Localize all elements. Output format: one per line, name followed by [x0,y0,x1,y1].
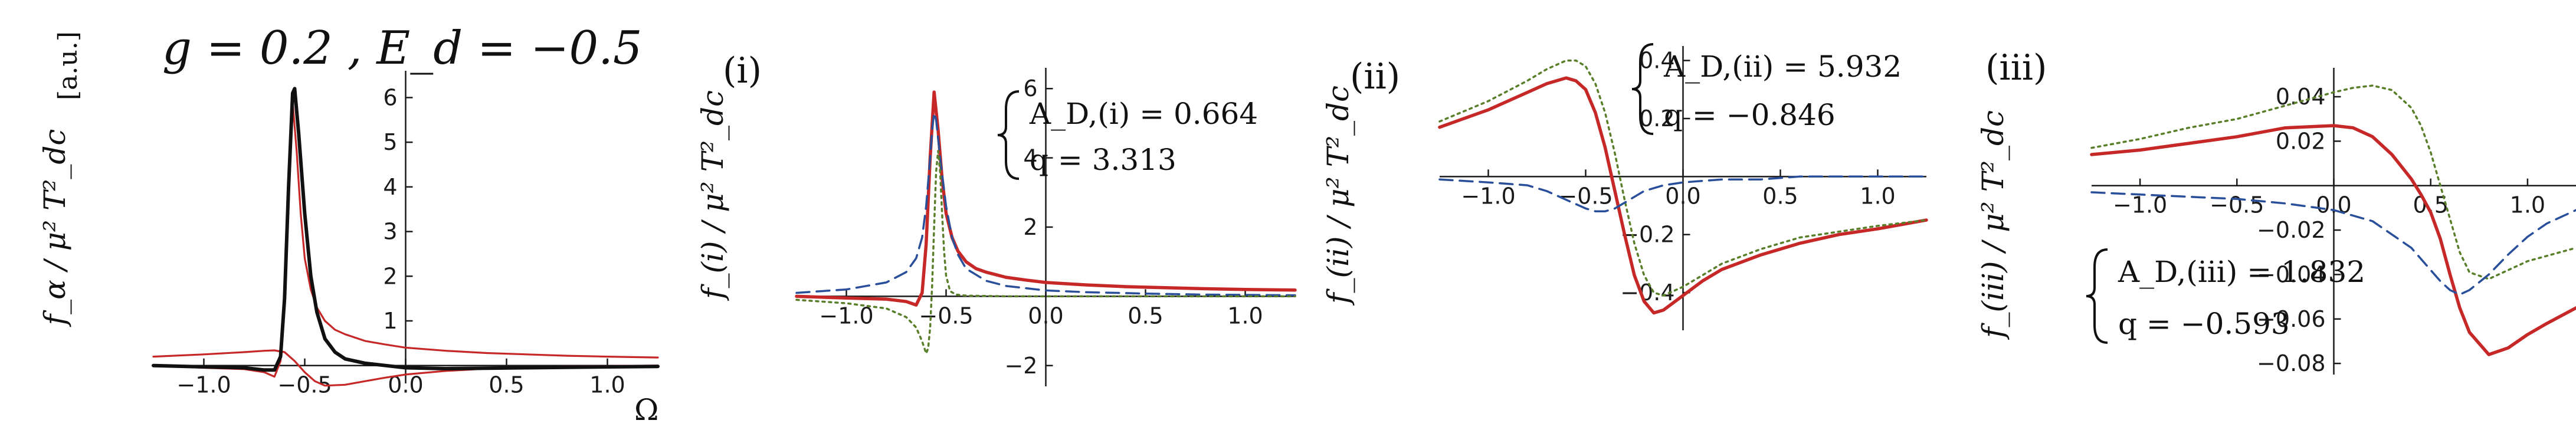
panel-i: −1.0 −0.5 0.0 0.5 1.0 −2 2 4 6 f_(i) / μ² T²_dc(i… [696,50,1297,386]
panel-label: (iii) [1985,47,2047,88]
y-axis-label: f_(ii) / μ² T²_dc [1321,86,1355,306]
y-tick-label: −0.04 [2257,261,2325,287]
series-line-solid-red [1438,76,1928,315]
x-tick-label: 0.5 [489,372,524,398]
x-tick-label: 0.0 [1028,303,1063,329]
x-tick-label: −1.0 [2113,192,2167,218]
x-tick-label: −1.0 [819,303,873,329]
annotation-brace [997,90,1020,180]
unit-label: [a.u.] [53,31,83,100]
x-tick-label: 0.5 [1762,183,1798,209]
x-tick-label: −0.5 [1558,183,1613,209]
series-line-dotted-green [1438,59,1928,297]
x-tick-label: 1.0 [589,372,625,398]
annotation-line-2: q = 3.313 [1030,143,1176,177]
panel-ii: −1.0 −0.5 0.0 0.5 1.0 −0.4 −0.2 0.2 0.4 f_(ii) / … [1321,43,1928,330]
y-axis-label: f_(iii) / μ² T²_dc [1976,110,2010,340]
y-tick-label: 5 [383,129,397,155]
series-line-solid-red [2090,124,2576,356]
x-tick-label: −0.5 [2210,192,2264,218]
x-tick-label: −1.0 [176,372,231,398]
y-tick-label: 2 [383,263,397,289]
y-tick-label: 3 [383,219,397,245]
panel-label: (i) [723,50,762,91]
annotation-brace [1631,43,1654,135]
y-tick-label: 4 [1023,145,1037,171]
main-x-symbol: Ω [634,393,658,427]
series-line-dashed-blue [2090,191,2576,296]
y-tick-label: 0.2 [1639,106,1674,132]
y-axis-label: f_α / μ² T²_dc [38,129,72,328]
y-tick-label: −0.06 [2257,306,2325,332]
series-line-dashed-blue [1438,175,1928,213]
x-tick-label: 1.0 [2510,192,2545,218]
y-tick-label: −0.4 [1620,280,1674,306]
annotation-brace [2086,248,2108,344]
y-tick-label: −2 [1004,353,1037,379]
x-tick-label: 1.0 [1860,183,1895,209]
y-tick-label: 6 [1023,76,1037,101]
y-tick-label: −0.02 [2257,217,2325,243]
y-tick-label: 4 [383,174,397,200]
x-tick-label: 0.0 [1665,183,1700,209]
annotation-line-2: q = −0.593 [2118,307,2290,341]
y-tick-label: 6 [383,84,397,110]
x-tick-label: 1.0 [1227,303,1263,329]
panel-iii: −1.0 −0.5 0.0 0.5 1.0−0.08−0.06−0.04−0.020.0… [1976,47,2576,376]
annotation-line-1: A_D,(i) = 0.664 [1029,97,1258,131]
annotation-line-2: q = −0.846 [1664,98,1836,132]
y-tick-label: 0.4 [1639,48,1674,74]
annotation-line-1: A_D,(iii) = 1.832 [2118,255,2365,289]
y-tick-label: −0.2 [1620,222,1674,248]
x-tick-label: −1.0 [1461,183,1515,209]
series-line-black [152,87,660,372]
x-tick-label: 0.0 [2316,192,2351,218]
series-line-dashed-blue [795,111,1296,297]
annotation-line-1: A_D,(ii) = 5.932 [1663,50,1902,84]
x-tick-label: 0.5 [1128,303,1163,329]
panel-label: (ii) [1350,56,1400,97]
y-tick-label: −0.08 [2257,350,2325,376]
y-tick-label: 0.02 [2276,128,2326,154]
x-tick-label: −0.5 [919,303,973,329]
series-line-dotted-green [795,150,1296,354]
y-tick-label: 2 [1023,214,1037,240]
figure-header: g = 0.2 , E_d = −0.5 [162,22,643,75]
y-tick-label: 1 [383,308,397,334]
y-axis-label: f_(i) / μ² T²_dc [696,90,730,301]
